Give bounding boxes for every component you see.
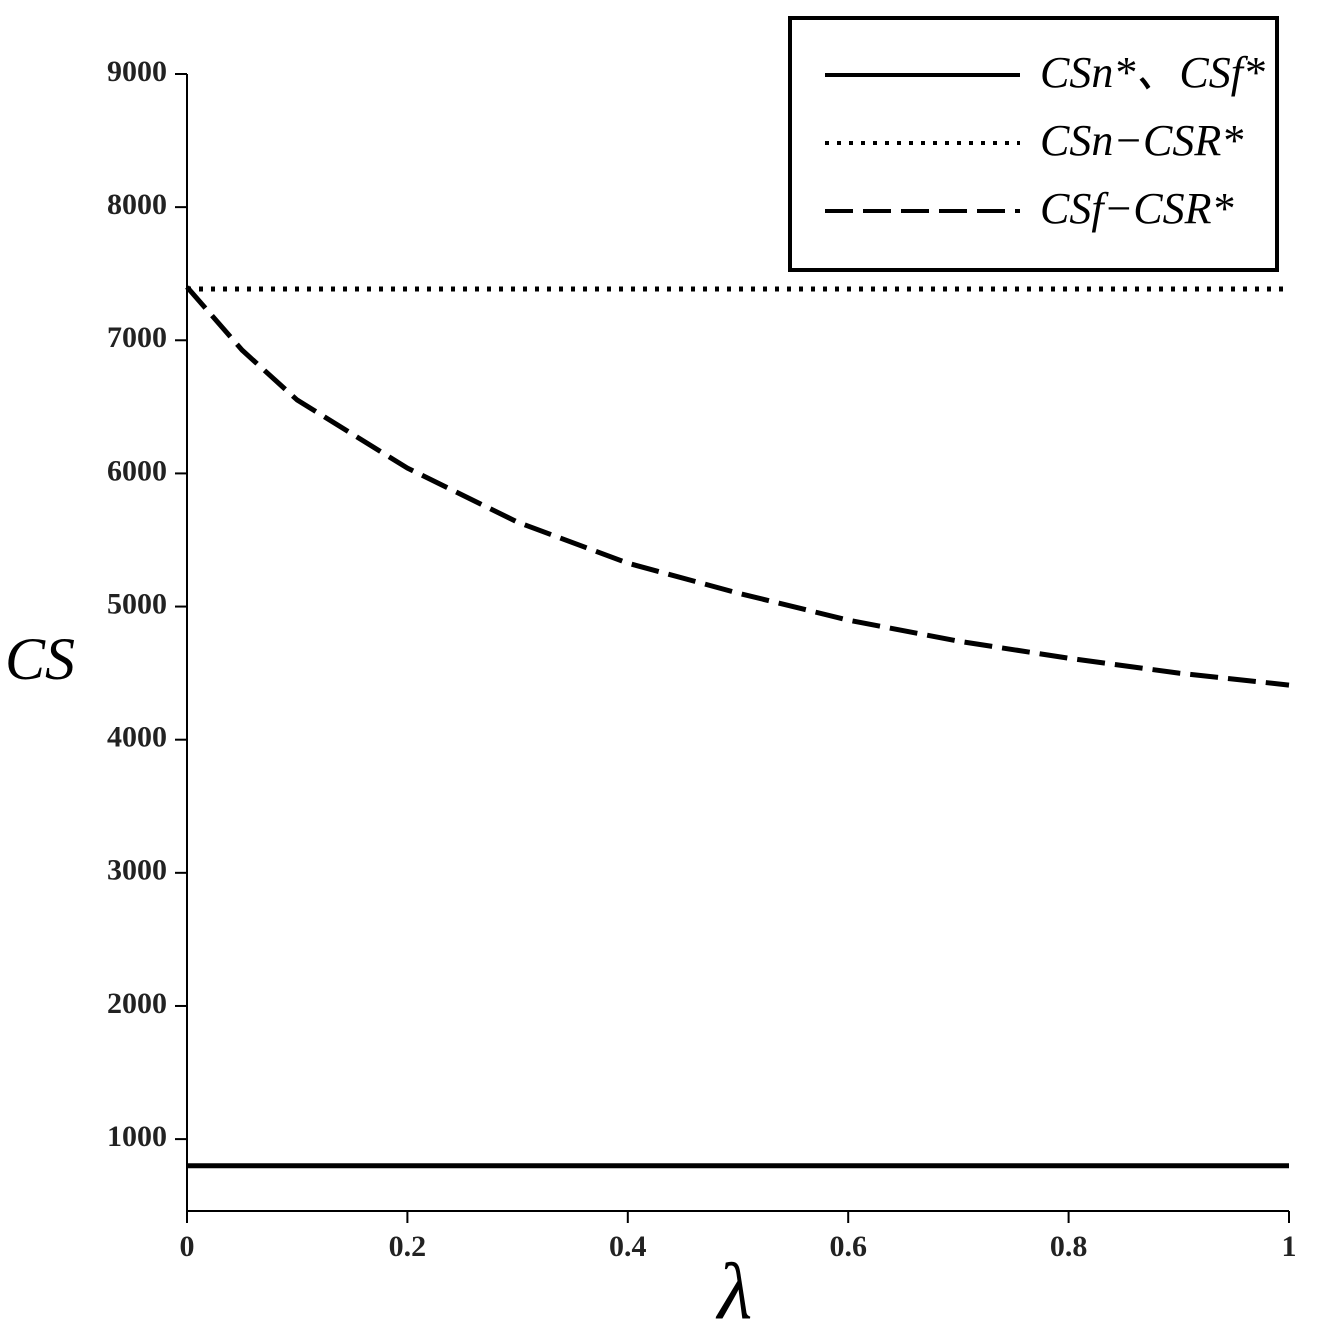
- x-tick-label: 0.4: [609, 1230, 647, 1263]
- x-axis-label: λ: [716, 1248, 753, 1336]
- x-tick-label: 0.8: [1050, 1230, 1088, 1263]
- y-tick-label: 9000: [107, 55, 167, 88]
- x-tick-label: 1: [1282, 1230, 1297, 1263]
- legend-label: CSn−CSR*: [1040, 116, 1243, 165]
- legend-label: CSn*、CSf*: [1040, 48, 1265, 97]
- y-tick-label: 1000: [107, 1120, 167, 1153]
- y-tick-label: 7000: [107, 321, 167, 354]
- series-line: [185, 285, 1290, 688]
- y-tick-label: 3000: [107, 854, 167, 887]
- x-tick-label: 0: [180, 1230, 195, 1263]
- y-axis-label: CS: [5, 626, 75, 692]
- y-tick-label: 6000: [107, 454, 167, 487]
- legend-label: CSf−CSR*: [1040, 184, 1234, 233]
- y-tick-label: 8000: [107, 188, 167, 221]
- y-tick-label: 5000: [107, 587, 167, 620]
- x-tick-label: 0.2: [389, 1230, 427, 1263]
- y-tick-label: 4000: [107, 721, 167, 754]
- legend-box: [788, 16, 1279, 272]
- y-tick-label: 2000: [107, 987, 167, 1020]
- x-tick-label: 0.6: [829, 1230, 867, 1263]
